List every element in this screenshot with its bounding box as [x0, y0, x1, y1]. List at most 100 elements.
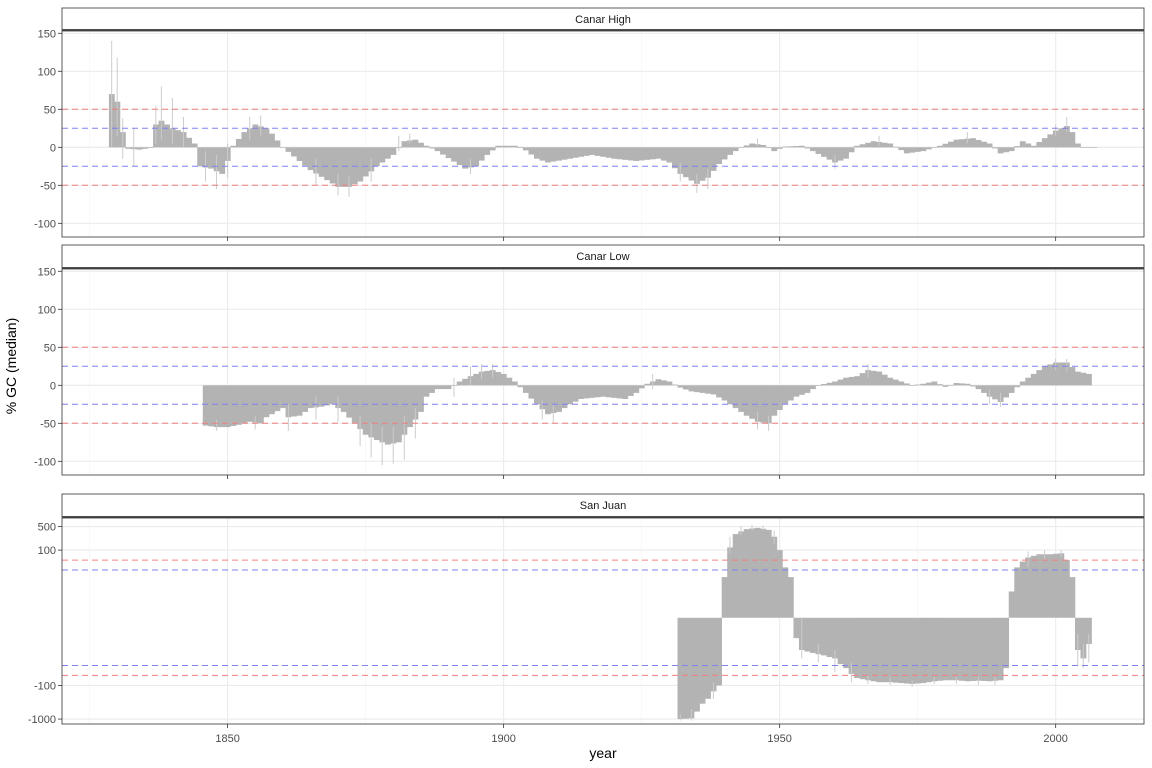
- bar: [1036, 141, 1043, 148]
- bar: [837, 379, 844, 386]
- bar: [495, 372, 502, 386]
- bar: [533, 147, 540, 159]
- bar: [865, 617, 872, 681]
- y-tick-label: 0: [50, 380, 56, 392]
- bar: [948, 384, 954, 386]
- bar: [843, 377, 849, 386]
- y-axis-title: % GC (median): [3, 318, 19, 414]
- bar: [362, 147, 369, 177]
- bar: [418, 385, 424, 412]
- bar: [710, 617, 717, 692]
- panel-border: [61, 30, 1145, 238]
- panel-title: San Juan: [580, 500, 626, 512]
- bar: [876, 371, 883, 386]
- bar: [776, 147, 783, 149]
- bar: [1036, 370, 1043, 386]
- bar: [677, 617, 684, 720]
- bar: [357, 385, 364, 430]
- x-tick-label: 2000: [1043, 733, 1067, 745]
- bar: [517, 147, 524, 149]
- bar: [953, 383, 960, 386]
- bar: [633, 147, 640, 161]
- bar: [280, 147, 286, 148]
- bar: [810, 147, 816, 152]
- bar: [876, 617, 883, 683]
- bar: [705, 385, 711, 394]
- bar: [931, 147, 938, 148]
- bar: [644, 147, 651, 160]
- bar: [1041, 366, 1048, 386]
- bar: [429, 147, 435, 149]
- bar: [859, 373, 866, 386]
- bar: [721, 385, 728, 401]
- panel-border: [61, 268, 1145, 476]
- bar: [909, 617, 916, 684]
- bar: [920, 147, 927, 152]
- bar: [335, 147, 342, 187]
- bar: [550, 385, 557, 414]
- bar: [854, 145, 860, 148]
- bar: [694, 385, 700, 393]
- bar: [423, 385, 430, 397]
- bar: [660, 147, 667, 161]
- bar: [821, 617, 827, 656]
- bar: [528, 147, 535, 155]
- bar: [484, 370, 491, 386]
- bar: [335, 385, 342, 409]
- bar: [981, 617, 987, 681]
- panels-layer: Canar High -100 -50 0 50 100 150 Canar Low -100 -…: [28, 7, 1145, 728]
- bar: [434, 147, 441, 152]
- bar: [539, 147, 546, 161]
- bar: [1052, 362, 1059, 386]
- x-tick-label: 1950: [767, 733, 791, 745]
- bar: [307, 385, 314, 409]
- bar: [815, 385, 822, 386]
- bar: [798, 145, 805, 148]
- bar: [920, 617, 927, 684]
- bar: [340, 385, 347, 412]
- bar: [694, 147, 700, 184]
- bar: [798, 385, 805, 395]
- bar: [666, 381, 673, 386]
- bar: [357, 147, 364, 182]
- bar: [804, 385, 811, 393]
- bar: [970, 617, 976, 681]
- bar: [705, 147, 711, 178]
- bar: [699, 385, 706, 393]
- bar: [854, 376, 860, 386]
- bar: [909, 385, 916, 386]
- bar: [622, 147, 629, 160]
- bar: [528, 385, 535, 399]
- bar: [865, 142, 872, 148]
- bar: [793, 146, 800, 148]
- bar: [1030, 145, 1037, 148]
- bar: [870, 141, 877, 148]
- bar: [467, 147, 474, 168]
- bar: [710, 385, 717, 395]
- bar: [683, 147, 689, 178]
- bar: [401, 141, 408, 148]
- bar: [953, 139, 960, 148]
- y-tick-label: 100: [38, 545, 56, 557]
- bar: [1047, 134, 1054, 148]
- bar: [616, 385, 623, 399]
- bar: [765, 529, 772, 618]
- bar: [407, 385, 413, 428]
- bar: [848, 376, 855, 386]
- bar: [699, 617, 706, 704]
- bar: [285, 385, 292, 418]
- y-tick-label: -100: [34, 456, 56, 468]
- bar: [892, 146, 899, 148]
- bar: [959, 383, 965, 386]
- bar: [666, 147, 673, 163]
- panel-1: Canar High -100 -50 0 50 100 150: [34, 7, 1145, 241]
- bar: [688, 147, 695, 181]
- y-tick-label: -100: [34, 218, 56, 230]
- bar: [257, 385, 264, 424]
- bar: [765, 147, 772, 149]
- bar: [1080, 617, 1087, 659]
- bar: [533, 385, 540, 405]
- bar: [390, 147, 397, 155]
- bar: [583, 385, 590, 399]
- error-bars: [679, 524, 1090, 721]
